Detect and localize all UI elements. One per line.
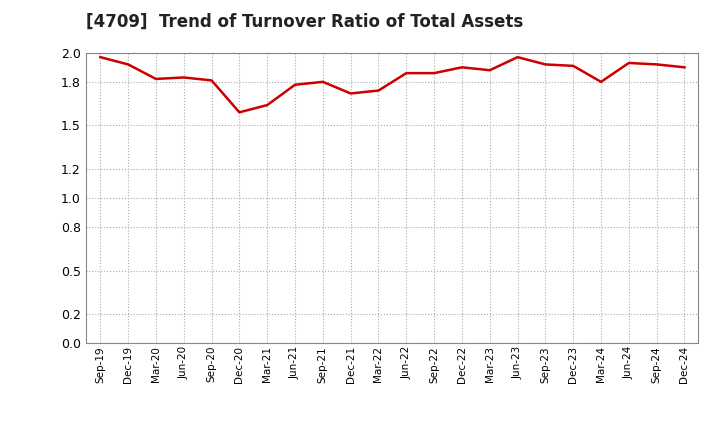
Text: [4709]  Trend of Turnover Ratio of Total Assets: [4709] Trend of Turnover Ratio of Total … xyxy=(86,13,523,31)
